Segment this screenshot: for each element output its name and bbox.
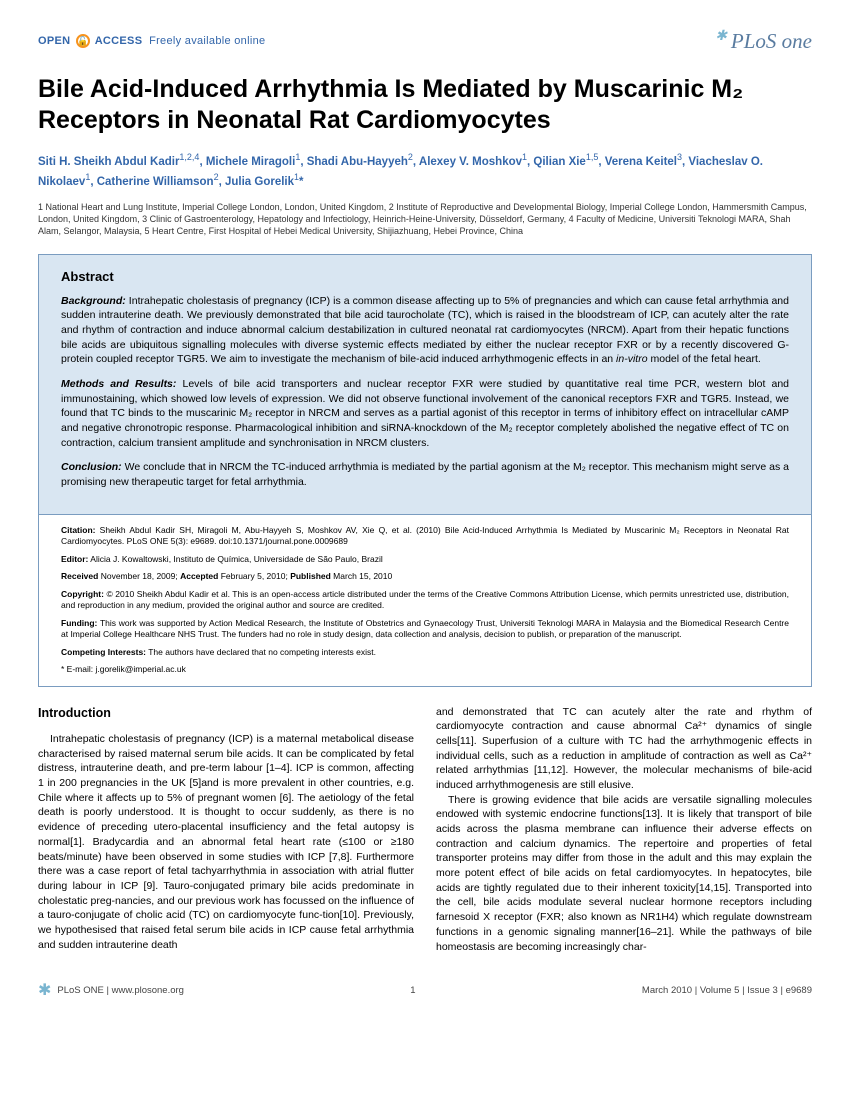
abstract-methods: Methods and Results: Levels of bile acid… — [61, 377, 789, 450]
affiliations: 1 National Heart and Lung Institute, Imp… — [38, 201, 812, 237]
abstract-background-tail: model of the fetal heart. — [648, 353, 761, 365]
footer-site: PLoS ONE | www.plosone.org — [57, 985, 184, 996]
abstract-methods-label: Methods and Results: — [61, 378, 176, 390]
meta-citation: Citation: Sheikh Abdul Kadir SH, Miragol… — [61, 525, 789, 548]
intro-heading: Introduction — [38, 705, 414, 723]
open-access-tagline: Freely available online — [149, 35, 265, 47]
meta-box: Citation: Sheikh Abdul Kadir SH, Miragol… — [39, 514, 811, 686]
column-left: Introduction Intrahepatic cholestasis of… — [38, 705, 414, 955]
intro-col2-p1: and demonstrated that TC can acutely alt… — [436, 705, 812, 793]
plos-snowflake-icon: ✱ — [715, 29, 727, 44]
author-list: Siti H. Sheikh Abdul Kadir1,2,4, Michele… — [38, 151, 812, 191]
meta-dates: Received November 18, 2009; Accepted Feb… — [61, 571, 789, 582]
footer-logo: ✱ PLoS ONE | www.plosone.org — [38, 980, 184, 1000]
footer-page: 1 — [410, 985, 415, 996]
abstract-conclusion: Conclusion: We conclude that in NRCM the… — [61, 460, 789, 489]
meta-email: * E-mail: j.gorelik@imperial.ac.uk — [61, 664, 789, 675]
abstract-conclusion-label: Conclusion: — [61, 461, 122, 473]
abstract-heading: Abstract — [61, 269, 789, 284]
journal-name: PLoS one — [731, 29, 812, 53]
footer-snowflake-icon: ✱ — [38, 980, 51, 1000]
article-title: Bile Acid-Induced Arrhythmia Is Mediated… — [38, 74, 812, 135]
intro-col2-p2: There is growing evidence that bile acid… — [436, 793, 812, 955]
intro-col1-p1: Intrahepatic cholestasis of pregnancy (I… — [38, 732, 414, 952]
abstract-background-italic: in-vitro — [616, 353, 648, 365]
footer-issue: March 2010 | Volume 5 | Issue 3 | e9689 — [642, 985, 812, 996]
journal-logo: ✱ PLoS one — [715, 28, 812, 54]
open-access-badge: OPEN 🔓 ACCESS Freely available online — [38, 34, 265, 48]
meta-editor: Editor: Alicia J. Kowaltowski, Instituto… — [61, 554, 789, 565]
body-columns: Introduction Intrahepatic cholestasis of… — [38, 705, 812, 955]
abstract-box: Abstract Background: Intrahepatic choles… — [38, 254, 812, 687]
header-bar: OPEN 🔓 ACCESS Freely available online ✱ P… — [38, 28, 812, 54]
abstract-conclusion-text: We conclude that in NRCM the TC-induced … — [61, 461, 789, 488]
abstract-background: Background: Intrahepatic cholestasis of … — [61, 294, 789, 367]
column-right: and demonstrated that TC can acutely alt… — [436, 705, 812, 955]
meta-copyright: Copyright: © 2010 Sheikh Abdul Kadir et … — [61, 589, 789, 612]
page-footer: ✱ PLoS ONE | www.plosone.org 1 March 201… — [38, 980, 812, 1000]
open-access-prefix: OPEN — [38, 35, 70, 47]
open-access-suffix: ACCESS — [95, 35, 143, 47]
open-access-icon: 🔓 — [76, 34, 90, 48]
meta-funding: Funding: This work was supported by Acti… — [61, 618, 789, 641]
meta-competing: Competing Interests: The authors have de… — [61, 647, 789, 658]
abstract-background-label: Background: — [61, 295, 126, 307]
